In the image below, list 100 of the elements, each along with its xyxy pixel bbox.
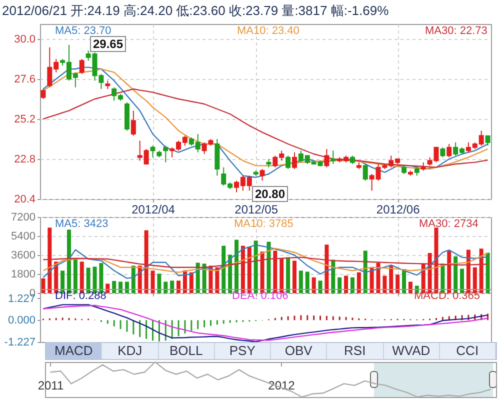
bar — [222, 246, 226, 293]
bar — [312, 277, 316, 293]
text: BOLL — [158, 343, 215, 359]
bar — [370, 268, 374, 293]
bar — [356, 272, 361, 293]
bar — [106, 284, 110, 293]
bar — [92, 266, 97, 293]
bar — [273, 250, 278, 293]
bar — [460, 268, 464, 293]
y-tick-label: 20.4 — [14, 194, 36, 206]
bar — [286, 257, 290, 293]
candlestick — [150, 145, 156, 158]
line-series — [42, 256, 488, 268]
bar — [382, 276, 387, 293]
text: MA30: 2734 — [419, 218, 478, 230]
bar — [80, 262, 84, 293]
y-tick-label: 7200 — [11, 212, 36, 224]
y-tick-label: 25.2 — [14, 114, 36, 126]
candlestick — [446, 144, 452, 158]
series-label: MACD: 0.365 — [414, 290, 480, 302]
y-tick-label: 1800 — [11, 268, 36, 280]
bar — [86, 268, 90, 293]
bar — [157, 274, 162, 293]
y-tick-label: 27.6 — [14, 74, 36, 86]
text: PSY — [214, 343, 271, 359]
text: OBV — [271, 343, 328, 359]
bar — [254, 240, 258, 293]
bar — [170, 280, 174, 293]
line-series — [42, 244, 488, 279]
text: MA5: 3423 — [55, 218, 108, 230]
bar — [338, 277, 342, 293]
bar — [434, 228, 438, 293]
bar — [164, 282, 168, 293]
series-label: DIF: 0.288 — [55, 290, 106, 302]
bar — [99, 263, 104, 293]
bar — [389, 266, 394, 293]
chart-title: 2012/06/21 开:24.19 高:24.20 低:23.60 收:23.79 量:3817 幅:-1.69% — [2, 3, 390, 18]
text: RSI — [327, 343, 384, 359]
annotation: 20.80 — [252, 186, 288, 202]
bar — [396, 274, 400, 293]
text: MACD — [46, 343, 102, 359]
x-tick-label: 2012/06 — [376, 202, 420, 216]
bar — [112, 280, 116, 293]
bar — [292, 260, 296, 293]
candlestick — [324, 148, 330, 168]
bar — [472, 267, 477, 293]
text: MA10: 23.40 — [237, 24, 300, 37]
candlestick — [292, 152, 297, 170]
text: KDJ — [102, 343, 158, 359]
y-tick-label: 30.0 — [14, 34, 36, 46]
candlestick — [130, 110, 136, 136]
text: CCI — [440, 343, 496, 359]
bar — [324, 244, 329, 293]
bar — [447, 250, 452, 293]
bar — [124, 282, 129, 293]
bar — [118, 282, 123, 293]
candlestick — [440, 146, 446, 158]
bar — [48, 228, 52, 293]
candlestick — [286, 155, 291, 170]
bar — [144, 230, 148, 293]
bar — [408, 282, 412, 293]
bar — [280, 258, 284, 293]
bar — [479, 248, 484, 293]
x-tick-label: 2012/05 — [234, 202, 278, 216]
candlestick — [260, 168, 265, 182]
bar — [150, 270, 155, 293]
y-tick-label: -1.227 — [4, 336, 36, 348]
y-tick-label: 5400 — [11, 230, 36, 242]
bar — [41, 278, 46, 293]
candlestick — [163, 145, 168, 163]
candlestick — [362, 164, 368, 182]
text: MA5: 23.70 — [55, 24, 112, 37]
bar — [350, 277, 354, 293]
text: WVAD — [384, 343, 440, 359]
line-series — [42, 248, 488, 273]
bar — [66, 230, 71, 293]
bar — [344, 276, 348, 293]
candlestick — [40, 88, 46, 100]
bar — [73, 258, 78, 293]
y-tick-label: 3600 — [11, 250, 36, 262]
y-tick-label: 0.000 — [8, 314, 36, 327]
x-tick-label: 2011 — [38, 378, 64, 392]
series-label: MA10: 3785 — [234, 218, 294, 230]
bar — [60, 270, 65, 293]
x-tick-label: 2012/04 — [132, 202, 176, 216]
bar — [176, 280, 181, 293]
bar — [215, 267, 220, 293]
text: DEA: 0.106 — [232, 290, 288, 302]
bar — [305, 272, 310, 293]
candlestick — [485, 135, 490, 146]
y-tick-label: 22.8 — [14, 154, 36, 166]
bar — [298, 270, 303, 293]
text: MA30: 22.73 — [425, 24, 488, 37]
candlestick — [330, 150, 336, 164]
line-series — [42, 88, 488, 168]
bar — [486, 252, 490, 293]
bar — [318, 280, 322, 293]
annotation: 29.65 — [90, 36, 126, 52]
candlestick — [79, 58, 84, 74]
bar — [266, 242, 271, 293]
